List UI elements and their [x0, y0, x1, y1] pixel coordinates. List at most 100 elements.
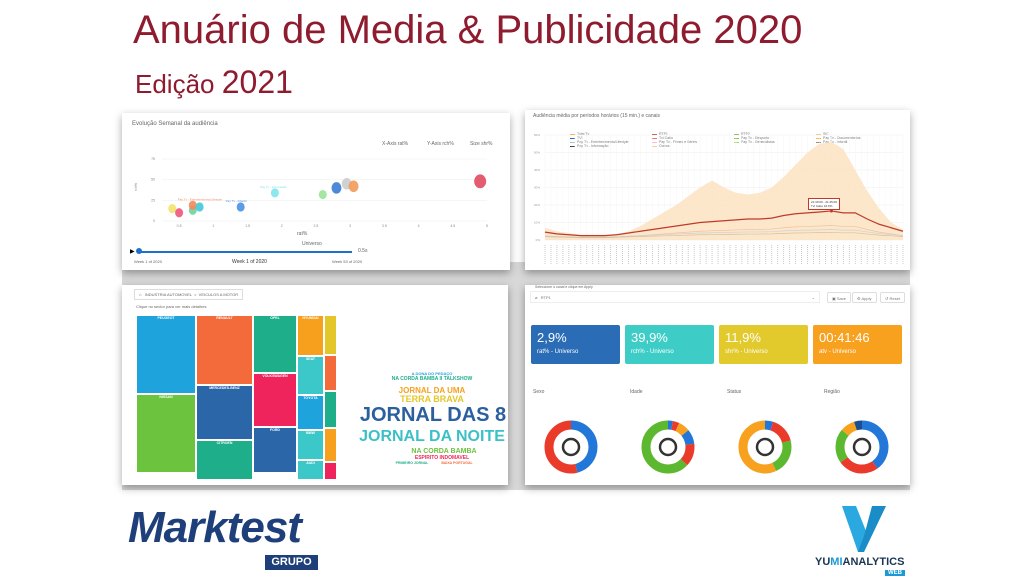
legend-item[interactable]: Pay Tv - Generalistas [734, 140, 816, 144]
treemap-cell[interactable]: CITROEN [196, 440, 253, 480]
legend-item[interactable]: Pay Tv - Infantil [816, 140, 898, 144]
donut-slice[interactable] [738, 420, 792, 474]
word-cloud-term[interactable]: A DONA DO PEDAÇO [411, 371, 453, 376]
legend-swatch [734, 133, 739, 135]
apply-label: Apply [861, 296, 872, 301]
slide-title: Anuário de Media & Publicidade 2020 [133, 8, 803, 52]
bubble[interactable] [348, 180, 359, 193]
section-title: Status [727, 389, 742, 395]
kpi-value: 39,9% [631, 330, 668, 345]
treemap-cell[interactable]: BMW [297, 430, 324, 460]
bubble[interactable] [188, 200, 197, 210]
yumi-y-logo-icon [842, 506, 886, 552]
bubble[interactable] [474, 174, 487, 189]
treemap-cell[interactable]: FORD [253, 427, 297, 473]
treemap-cell[interactable]: TOYOTA [297, 395, 324, 430]
channel-value: RTP1 [540, 295, 551, 300]
bubble[interactable] [195, 202, 204, 212]
treemap-cell[interactable]: PEUGEOT [136, 315, 196, 394]
word-cloud-term[interactable]: PRIMEIRO JORNAL [395, 461, 429, 465]
legend-item[interactable]: Pay Tv - Desporto [734, 136, 816, 140]
treemap-cell[interactable]: RENAULT [196, 315, 253, 385]
y-axis-select[interactable]: Y-Axis rch% [427, 141, 454, 147]
legend-label: Pay Tv - Desporto [741, 136, 770, 140]
legend-item[interactable]: Pay Tv - Entretenimento/Lifestyle [570, 140, 652, 144]
logo-part: ANALYTICS [842, 556, 905, 568]
word-cloud-term[interactable]: JORNAL DA NOITE [359, 428, 505, 445]
treemap-cell[interactable]: OPEL [253, 315, 297, 373]
save-button[interactable]: ▣ Save [827, 292, 852, 303]
highlight-point[interactable] [829, 209, 833, 213]
bubble[interactable] [168, 204, 177, 214]
treemap-cell[interactable]: SEAT [297, 356, 324, 395]
word-cloud-term[interactable]: TERRA BRAVA [400, 394, 464, 404]
treemap-cell[interactable] [324, 355, 337, 391]
treemap-cell[interactable] [324, 391, 337, 428]
donut-slice[interactable] [835, 420, 889, 474]
treemap-cell[interactable]: MERCEDES-BENZ [196, 385, 253, 440]
speed-label[interactable]: 0.5s [358, 248, 368, 254]
gender-icon [561, 437, 581, 457]
donut-slice[interactable] [835, 420, 889, 474]
word-cloud-term[interactable]: NA CORDA BAMBA II TALKSHOW [391, 376, 473, 382]
cell-label: FORD [270, 428, 280, 432]
treemap-cell[interactable]: AUDI [297, 460, 324, 480]
tvi-cabo-line [544, 210, 904, 237]
legend-item[interactable]: Pay Tv - Documentarios [816, 136, 898, 140]
x-axis-select[interactable]: X-Axis rat% [382, 141, 409, 147]
x-tick: 3.5 [382, 224, 387, 228]
word-cloud-term[interactable]: NA CORDA BAMBA [411, 448, 477, 455]
legend-item[interactable]: TVI [570, 136, 652, 140]
treemap-cell[interactable] [324, 428, 337, 462]
legend-item[interactable]: RTP2 [734, 132, 816, 136]
treemap-cell[interactable]: VOLKSWAGEN [253, 373, 297, 427]
legend-item[interactable]: RTP1 [652, 132, 734, 136]
y-tick: 60% [534, 133, 540, 137]
donut-slice[interactable] [641, 420, 695, 474]
donut-slice[interactable] [835, 420, 889, 474]
treemap-cell[interactable] [324, 315, 337, 355]
legend-item[interactable]: Tvi Cabo [652, 136, 734, 140]
donut-slice[interactable] [544, 420, 598, 474]
channel-select[interactable]: ⌀ RTP1 ⌄ [530, 291, 820, 303]
legend-swatch [570, 141, 575, 143]
word-cloud-term[interactable]: JORNAL DA UMA [398, 386, 466, 395]
treemap-cell[interactable]: HYUNDAI [297, 315, 324, 356]
treemap-cell[interactable]: NISSAN [136, 394, 196, 473]
word-cloud-term[interactable]: ESPIRITO INDOMAVEL [414, 455, 470, 461]
apply-button[interactable]: ⚙ Apply [852, 292, 877, 303]
bubble[interactable] [270, 188, 279, 198]
bubble-label: Pay Tv - Entretenimento/Lifestyle [178, 197, 222, 201]
bubble[interactable] [236, 202, 245, 212]
breadcrumb-item[interactable]: VEICULOS A MOTOR [198, 292, 239, 297]
legend-swatch [734, 141, 739, 143]
bubble[interactable] [318, 189, 327, 200]
legend-swatch [652, 145, 657, 147]
donut-slice[interactable] [738, 420, 792, 474]
x-tick: 4.5 [450, 224, 455, 228]
week-slider[interactable] [137, 251, 352, 253]
breadcrumb-item[interactable]: INDUSTRIA AUTOMOVEL [144, 292, 192, 297]
play-button[interactable]: ▶ [130, 249, 135, 255]
tooltip-time: 21:30:00 - 21:45:00 [811, 200, 838, 204]
cell-label: OPEL [270, 316, 280, 320]
bubble[interactable] [175, 208, 184, 218]
cell-label: TOYOTA [303, 396, 318, 400]
legend-item[interactable]: Pay Tv - Filmes e Séries [652, 140, 734, 144]
tooltip-value: 16.6% [823, 204, 833, 208]
donut-slice[interactable] [641, 420, 695, 474]
series-line [544, 232, 904, 238]
reset-button[interactable]: ↺ Reset [880, 292, 905, 303]
x-tick: 1 [212, 224, 214, 228]
treemap-panel: ⌂ INDUSTRIA AUTOMOVEL > VEICULOS A MOTOR… [122, 285, 508, 485]
reset-label: Reset [889, 296, 900, 301]
treemap-cell[interactable] [324, 462, 337, 480]
bubble[interactable] [331, 182, 342, 194]
cell-label: PEUGEOT [157, 316, 175, 320]
size-select[interactable]: Size shr% [470, 141, 493, 147]
legend-item[interactable]: SIC [816, 132, 898, 136]
slider-handle[interactable] [136, 248, 142, 254]
word-cloud-term[interactable]: BAIXA PORTUGAL [441, 461, 473, 465]
word-cloud-term[interactable]: JORNAL DAS 8 [359, 404, 507, 426]
legend-item[interactable]: Total Tv [570, 132, 652, 136]
